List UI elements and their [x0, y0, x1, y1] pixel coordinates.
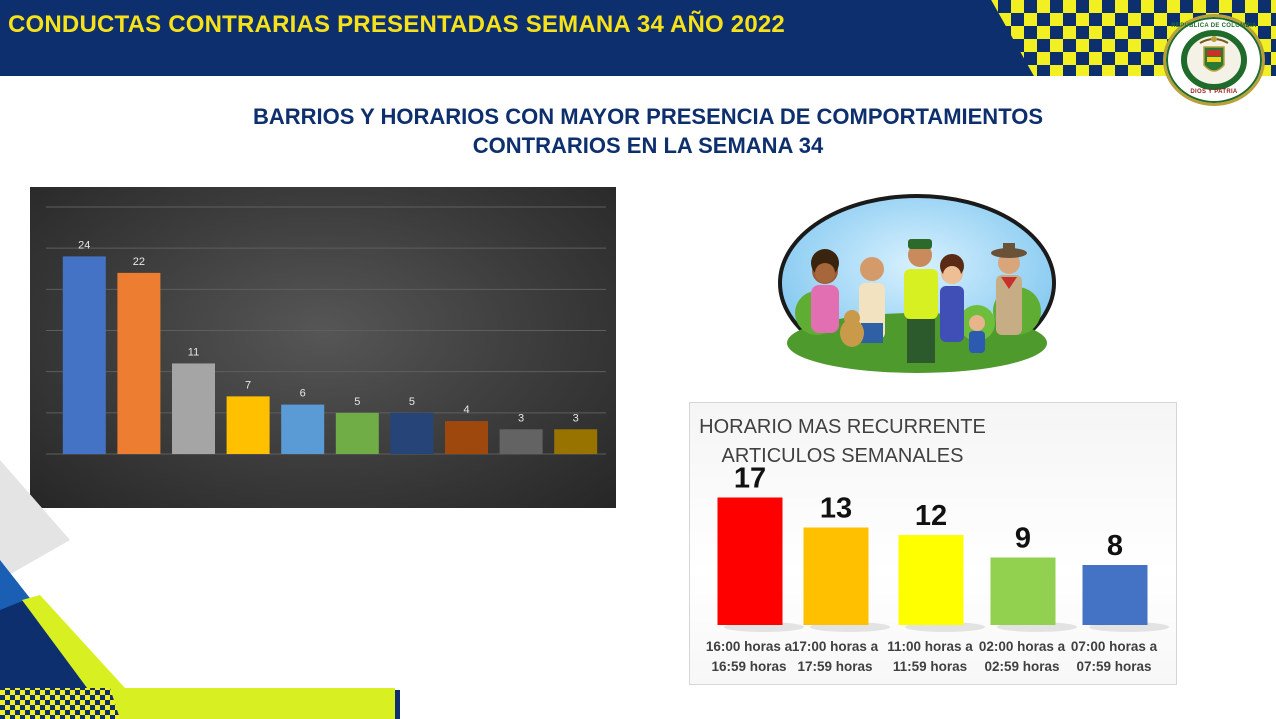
bar — [717, 497, 783, 625]
seal-bottom-text: DIOS Y PATRIA — [1190, 89, 1238, 95]
bar — [445, 421, 488, 454]
category-label: 11:59 horas — [893, 659, 967, 674]
decorative-stripes — [0, 460, 400, 719]
seal-graphic — [1181, 30, 1247, 90]
bar — [1082, 565, 1148, 625]
data-label: 7 — [245, 379, 251, 391]
bar — [281, 404, 325, 454]
neighborhood-chart-svg: 24 22 11 7 6 5 5 4 3 3 — [46, 206, 606, 455]
data-label: 5 — [354, 396, 360, 408]
category-label: 02:59 horas — [984, 659, 1059, 674]
bar — [803, 527, 869, 625]
category-label: 16:00 horas a — [706, 639, 793, 654]
data-label: 22 — [133, 256, 145, 268]
subtitle-line-1: BARRIOS Y HORARIOS CON MAYOR PRESENCIA D… — [252, 104, 1044, 129]
bar — [226, 396, 270, 454]
header-bar: CONDUCTAS CONTRARIAS PRESENTADAS SEMANA … — [0, 0, 1276, 76]
category-label: 17:00 horas a — [792, 639, 879, 654]
chart-title-line-2: ARTICULOS SEMANALES — [721, 445, 964, 467]
bar — [898, 535, 964, 625]
data-label: 5 — [409, 396, 415, 408]
neighborhood-bar-chart: 24 22 11 7 6 5 5 4 3 3 — [30, 187, 616, 508]
bar — [554, 429, 598, 454]
bar — [990, 557, 1056, 625]
page-title: CONDUCTAS CONTRARIAS PRESENTADAS SEMANA … — [8, 11, 785, 38]
data-label: 17 — [734, 463, 766, 495]
category-label: 17:59 horas — [797, 659, 872, 674]
seal-top-text: REPÚBLICA DE COLOMBIA — [1171, 23, 1257, 29]
community-police-illustration — [777, 193, 1057, 373]
chart-title: HORARIO MAS RECURRENTE ARTICULOS SEMANAL… — [690, 413, 995, 471]
chart-title-line-1: HORARIO MAS RECURRENTE — [699, 416, 986, 438]
category-label: 07:00 horas a — [1071, 639, 1158, 654]
data-label: 4 — [463, 404, 469, 416]
illustration-graphic — [778, 194, 1056, 373]
bar — [117, 272, 161, 454]
category-label: 02:00 horas a — [979, 639, 1066, 654]
data-label: 6 — [300, 388, 306, 400]
category-label: 11:00 horas a — [887, 639, 973, 654]
police-seal-icon: REPÚBLICA DE COLOMBIA DIOS Y PATRIA — [1163, 14, 1265, 106]
category-label: 07:59 horas — [1076, 659, 1151, 674]
time-slot-chart: HORARIO MAS RECURRENTE ARTICULOS SEMANAL… — [689, 402, 1177, 685]
bar — [62, 256, 106, 454]
section-subtitle: BARRIOS Y HORARIOS CON MAYOR PRESENCIA D… — [140, 102, 1156, 160]
bar — [172, 363, 215, 454]
data-label: 11 — [188, 346, 199, 358]
subtitle-line-2: CONTRARIOS EN LA SEMANA 34 — [472, 133, 824, 158]
data-label: 9 — [1015, 523, 1031, 555]
data-label: 3 — [518, 412, 524, 424]
data-label: 12 — [915, 500, 947, 532]
data-label: 8 — [1107, 530, 1123, 562]
bar — [335, 412, 379, 454]
category-label: 16:59 horas — [711, 659, 786, 674]
data-label: 3 — [573, 412, 579, 424]
data-label: 24 — [78, 239, 90, 251]
bar — [499, 429, 543, 454]
data-label: 13 — [820, 493, 852, 525]
time-slot-chart-svg: 17 16:00 horas a 16:59 horas 13 17:00 horas … — [706, 463, 1169, 674]
bar — [390, 412, 434, 454]
